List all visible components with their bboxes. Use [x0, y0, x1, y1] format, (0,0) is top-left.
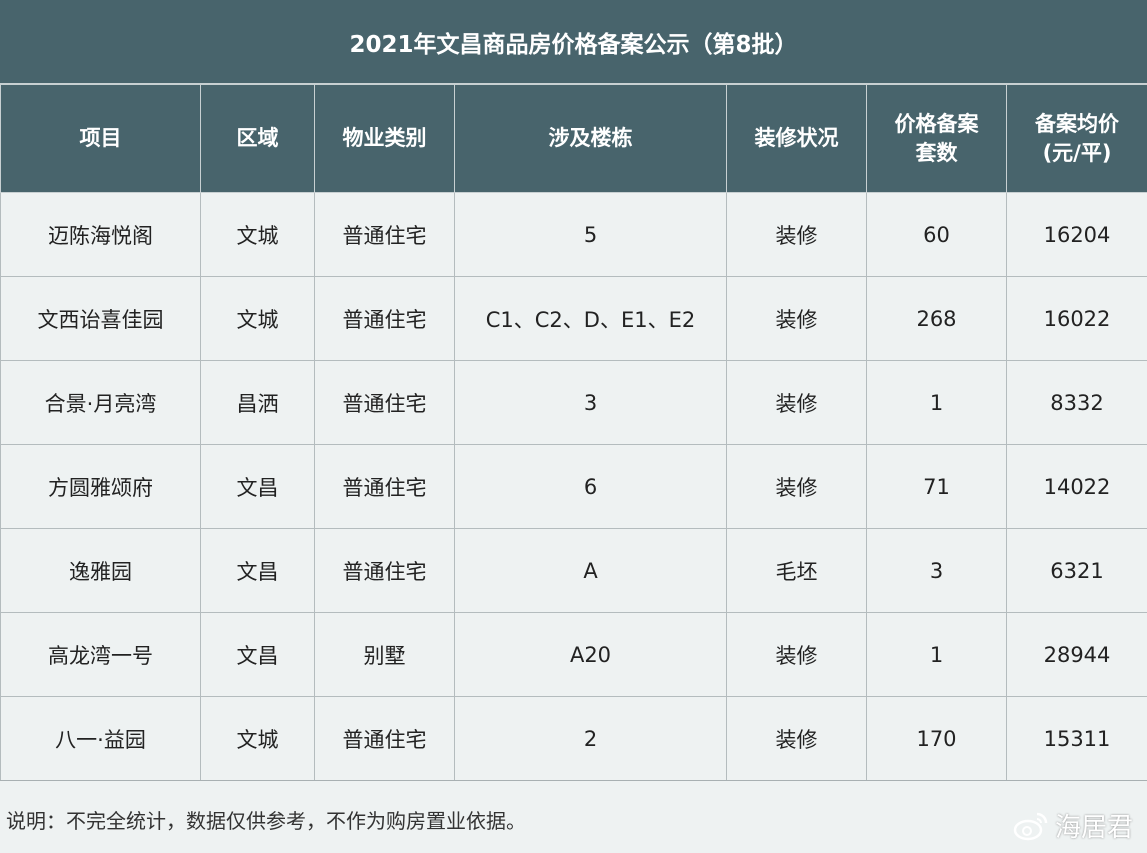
header-property-type: 物业类别	[314, 84, 455, 193]
cell-project: 迈陈海悦阁	[0, 192, 201, 277]
cell-buildings: 5	[454, 192, 727, 277]
table-title: 2021年文昌商品房价格备案公示（第8批）	[0, 0, 1147, 84]
cell-project: 逸雅园	[0, 528, 201, 613]
table-row: 八一·益园 文城 普通住宅 2 装修 170 15311	[0, 696, 1147, 781]
cell-unit-count: 170	[866, 696, 1007, 781]
cell-avg-price: 16204	[1006, 192, 1147, 277]
cell-property-type: 普通住宅	[314, 528, 455, 613]
weibo-icon	[1013, 812, 1048, 840]
cell-decoration: 装修	[726, 360, 867, 445]
table-row: 逸雅园 文昌 普通住宅 A 毛坯 3 6321	[0, 528, 1147, 613]
header-buildings: 涉及楼栋	[454, 84, 727, 193]
cell-unit-count: 1	[866, 360, 1007, 445]
header-line: 套数	[915, 140, 958, 165]
table-row: 高龙湾一号 文昌 别墅 A20 装修 1 28944	[0, 612, 1147, 697]
cell-property-type: 普通住宅	[314, 444, 455, 529]
cell-buildings: 6	[454, 444, 727, 529]
cell-decoration: 装修	[726, 444, 867, 529]
cell-property-type: 别墅	[314, 612, 455, 697]
cell-decoration: 装修	[726, 276, 867, 361]
cell-buildings: A20	[454, 612, 727, 697]
cell-avg-price: 16022	[1006, 276, 1147, 361]
watermark-text: 海居君	[1054, 813, 1133, 843]
header-decoration: 装修状况	[726, 84, 867, 193]
cell-unit-count: 3	[866, 528, 1007, 613]
cell-unit-count: 60	[866, 192, 1007, 277]
cell-project: 合景·月亮湾	[0, 360, 201, 445]
cell-unit-count: 1	[866, 612, 1007, 697]
table-row: 方圆雅颂府 文昌 普通住宅 6 装修 71 14022	[0, 444, 1147, 529]
table-row: 合景·月亮湾 昌洒 普通住宅 3 装修 1 8332	[0, 360, 1147, 445]
cell-project: 文西诒喜佳园	[0, 276, 201, 361]
disclaimer-note: 说明：不完全统计，数据仅供参考，不作为购房置业依据。	[6, 809, 526, 833]
cell-avg-price: 14022	[1006, 444, 1147, 529]
cell-property-type: 普通住宅	[314, 696, 455, 781]
cell-buildings: 2	[454, 696, 727, 781]
header-line: (元/平)	[1042, 140, 1112, 165]
cell-project: 方圆雅颂府	[0, 444, 201, 529]
cell-decoration: 装修	[726, 192, 867, 277]
cell-district: 文城	[200, 192, 315, 277]
cell-property-type: 普通住宅	[314, 276, 455, 361]
cell-district: 文昌	[200, 528, 315, 613]
cell-avg-price: 8332	[1006, 360, 1147, 445]
header-line: 备案均价	[1035, 111, 1119, 136]
header-project: 项目	[0, 84, 201, 193]
cell-avg-price: 15311	[1006, 696, 1147, 781]
table-row: 文西诒喜佳园 文城 普通住宅 C1、C2、D、E1、E2 装修 268 16022	[0, 276, 1147, 361]
cell-buildings: C1、C2、D、E1、E2	[454, 276, 727, 361]
cell-buildings: 3	[454, 360, 727, 445]
cell-district: 昌洒	[200, 360, 315, 445]
cell-decoration: 装修	[726, 612, 867, 697]
cell-avg-price: 28944	[1006, 612, 1147, 697]
header-line: 价格备案	[894, 111, 979, 136]
cell-district: 文昌	[200, 612, 315, 697]
cell-district: 文城	[200, 696, 315, 781]
watermark: 海居君	[1013, 807, 1133, 844]
cell-unit-count: 268	[866, 276, 1007, 361]
cell-project: 八一·益园	[0, 696, 201, 781]
table-row: 迈陈海悦阁 文城 普通住宅 5 装修 60 16204	[0, 192, 1147, 277]
cell-avg-price: 6321	[1006, 528, 1147, 613]
price-filing-table: 项目 区域 物业类别 涉及楼栋 装修状况 价格备案套数 备案均价 (元/平) 迈陈…	[0, 84, 1147, 781]
header-row: 项目 区域 物业类别 涉及楼栋 装修状况 价格备案套数 备案均价 (元/平)	[0, 84, 1147, 193]
cell-district: 文昌	[200, 444, 315, 529]
cell-property-type: 普通住宅	[314, 192, 455, 277]
cell-unit-count: 71	[866, 444, 1007, 529]
cell-property-type: 普通住宅	[314, 360, 455, 445]
header-district: 区域	[200, 84, 315, 193]
footer: 说明：不完全统计，数据仅供参考，不作为购房置业依据。 海居君	[0, 780, 1147, 853]
header-unit-count: 价格备案 套数	[866, 84, 1007, 193]
header-avg-price: 备案均价 (元/平)	[1006, 84, 1147, 193]
cell-buildings: A	[454, 528, 727, 613]
cell-project: 高龙湾一号	[0, 612, 201, 697]
cell-decoration: 装修	[726, 696, 867, 781]
cell-decoration: 毛坯	[726, 528, 867, 613]
cell-district: 文城	[200, 276, 315, 361]
